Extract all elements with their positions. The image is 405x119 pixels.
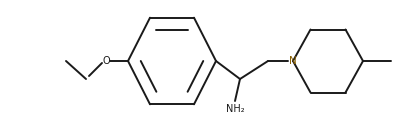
Text: NH₂: NH₂ (226, 104, 244, 114)
Text: O: O (102, 56, 110, 66)
Text: N: N (289, 56, 297, 66)
